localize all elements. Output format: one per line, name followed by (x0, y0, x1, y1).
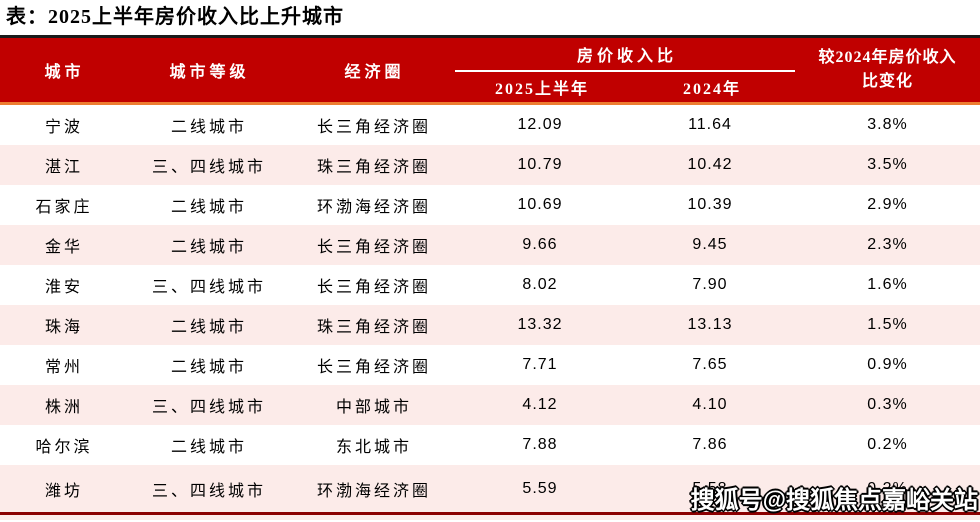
col-header-2024: 2024年 (682, 81, 741, 98)
cell-region: 环渤海经济圈 (316, 199, 431, 216)
cell-region: 东北城市 (335, 439, 412, 456)
cell-ratio-2025h1: 10.69 (517, 196, 563, 213)
cell-city: 株洲 (44, 399, 83, 416)
col-header-city: 城市 (44, 64, 85, 81)
cell-region: 长三角经济圈 (316, 279, 431, 296)
cell-city: 金华 (44, 239, 83, 256)
data-table: 城市 城市等级 经济圈 房价收入比 2025上半年 2024年 较2024年房价… (0, 35, 980, 520)
cell-tier: 二线城市 (170, 239, 247, 256)
cell-city: 珠海 (44, 319, 83, 336)
cell-city: 潍坊 (44, 482, 83, 500)
cell-region: 中部城市 (335, 399, 412, 416)
cell-city: 石家庄 (35, 199, 93, 216)
cell-tier: 三、四线城市 (151, 482, 266, 500)
cell-region: 长三角经济圈 (316, 119, 431, 136)
cell-city: 常州 (44, 359, 83, 376)
table-row: 湛江 三、四线城市 珠三角经济圈 10.79 10.42 3.5% (0, 145, 980, 185)
cell-ratio-2025h1: 5.59 (522, 479, 558, 497)
cell-ratio-2025h1: 10.79 (517, 156, 563, 173)
cell-change: 1.5% (867, 316, 908, 333)
cell-city: 湛江 (44, 159, 83, 176)
cell-ratio-2025h1: 7.88 (522, 436, 558, 453)
cell-region: 长三角经济圈 (316, 359, 431, 376)
table-row: 珠海 二线城市 珠三角经济圈 13.32 13.13 1.5% (0, 305, 980, 345)
cell-city: 哈尔滨 (35, 439, 93, 456)
cell-region: 环渤海经济圈 (316, 482, 431, 500)
cell-change: 2.3% (867, 236, 908, 253)
cell-region: 珠三角经济圈 (316, 319, 431, 336)
col-header-tier: 城市等级 (169, 64, 250, 81)
col-header-2025h1: 2025上半年 (494, 81, 589, 98)
cell-city: 宁波 (44, 119, 83, 136)
col-header-ratio-group: 房价收入比 (455, 38, 795, 72)
cell-tier: 三、四线城市 (151, 279, 266, 296)
cell-change: 0.3% (867, 396, 908, 413)
cell-tier: 三、四线城市 (151, 399, 266, 416)
cell-ratio-2025h1: 9.66 (522, 236, 558, 253)
cell-ratio-2024: 7.90 (692, 276, 728, 293)
cell-ratio-2024: 10.42 (687, 156, 733, 173)
cell-ratio-2024: 4.10 (692, 396, 728, 413)
page-title: 表：2025上半年房价收入比上升城市 (6, 6, 344, 28)
cell-tier: 二线城市 (170, 359, 247, 376)
table-row: 常州 二线城市 长三角经济圈 7.71 7.65 0.9% (0, 345, 980, 385)
cell-ratio-2024: 7.65 (692, 356, 728, 373)
cell-change: 0.2% (867, 436, 908, 453)
cell-tier: 二线城市 (170, 199, 247, 216)
table-row: 淮安 三、四线城市 长三角经济圈 8.02 7.90 1.6% (0, 265, 980, 305)
col-header-change-line2: 比变化 (861, 73, 913, 90)
table-bottom-strip (0, 515, 980, 520)
cell-ratio-2025h1: 7.71 (522, 356, 558, 373)
cell-tier: 二线城市 (170, 119, 247, 136)
cell-ratio-2024: 10.39 (687, 196, 733, 213)
cell-ratio-2024: 9.45 (692, 236, 728, 253)
cell-change: 3.8% (867, 116, 908, 133)
cell-ratio-2025h1: 13.32 (517, 316, 563, 333)
cell-change: 0.2% (867, 479, 908, 497)
cell-tier: 三、四线城市 (151, 159, 266, 176)
cell-ratio-2025h1: 4.12 (522, 396, 558, 413)
watermark: 搜狐号@搜狐焦点嘉峪关站 (690, 487, 978, 514)
table-row: 株洲 三、四线城市 中部城市 4.12 4.10 0.3% (0, 385, 980, 425)
cell-ratio-2025h1: 12.09 (517, 116, 563, 133)
cell-tier: 二线城市 (170, 439, 247, 456)
cell-ratio-2024: 5.58 (692, 479, 728, 497)
col-header-change-line1: 较2024年房价收入 (818, 49, 957, 66)
cell-tier: 二线城市 (170, 319, 247, 336)
table-row: 潍坊 三、四线城市 环渤海经济圈 5.59 5.58 0.2% (0, 465, 980, 512)
cell-region: 长三角经济圈 (316, 239, 431, 256)
table-row: 石家庄 二线城市 环渤海经济圈 10.69 10.39 2.9% (0, 185, 980, 225)
cell-change: 3.5% (867, 156, 908, 173)
col-header-change: 较2024年房价收入 比变化 (795, 38, 980, 102)
table-row: 金华 二线城市 长三角经济圈 9.66 9.45 2.3% (0, 225, 980, 265)
cell-city: 淮安 (44, 279, 83, 296)
col-header-region: 经济圈 (344, 64, 405, 81)
table-header-row: 城市 城市等级 经济圈 房价收入比 2025上半年 2024年 较2024年房价… (0, 35, 980, 105)
table-body: 宁波 二线城市 长三角经济圈 12.09 11.64 3.8% 湛江 三、四线城… (0, 105, 980, 512)
cell-ratio-2024: 13.13 (687, 316, 733, 333)
cell-ratio-2024: 11.64 (688, 116, 732, 133)
cell-change: 0.9% (867, 356, 908, 373)
cell-region: 珠三角经济圈 (316, 159, 431, 176)
table-bottom-border (0, 512, 980, 515)
cell-ratio-2024: 7.86 (692, 436, 728, 453)
table-row: 哈尔滨 二线城市 东北城市 7.88 7.86 0.2% (0, 425, 980, 465)
cell-ratio-2025h1: 8.02 (522, 276, 558, 293)
cell-change: 2.9% (867, 196, 908, 213)
table-row: 宁波 二线城市 长三角经济圈 12.09 11.64 3.8% (0, 105, 980, 145)
cell-change: 1.6% (867, 276, 908, 293)
